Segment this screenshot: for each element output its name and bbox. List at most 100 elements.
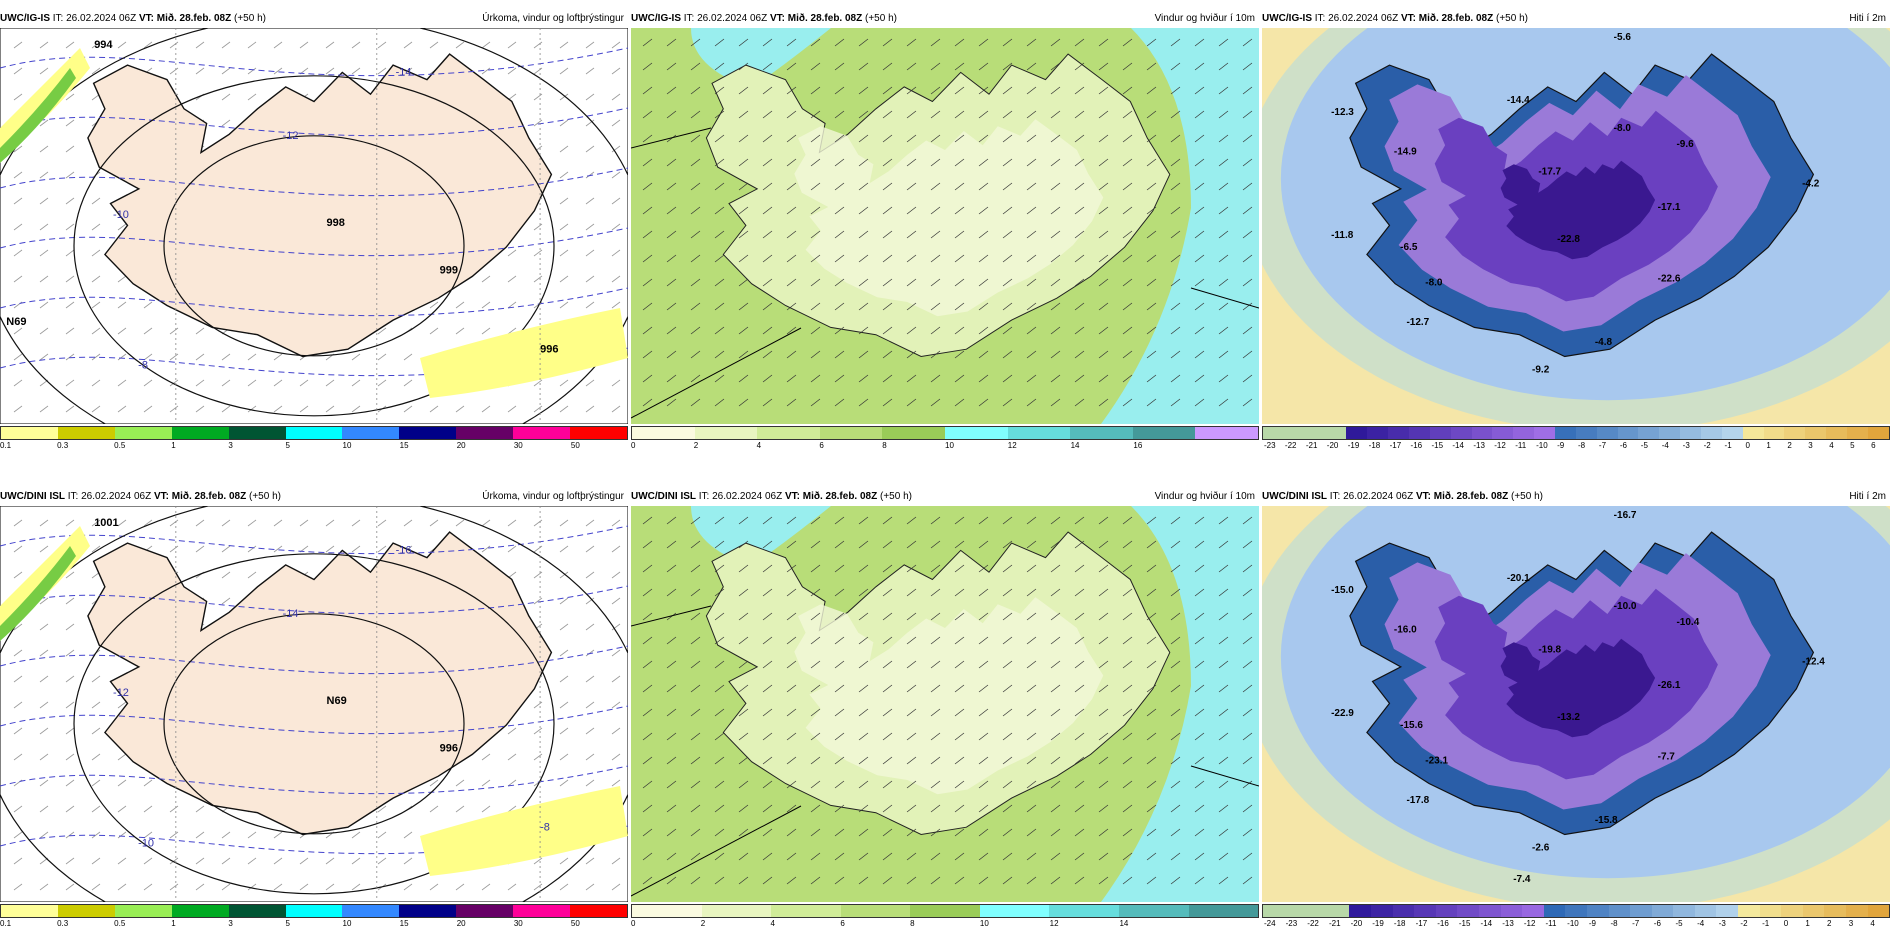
temp-label: -7.7 — [1658, 751, 1676, 762]
legend-tick-label: -19 — [1372, 919, 1384, 928]
legend-swatch — [1263, 427, 1284, 439]
legend-swatch — [1388, 427, 1410, 439]
legend-tick-label: -12 — [1494, 441, 1506, 450]
legend-swatch — [632, 427, 695, 439]
legend-tick-label: 1 — [1766, 441, 1771, 450]
panel-header: UWC/IG-IS IT: 26.02.2024 06Z VT: Mið. 28… — [0, 12, 628, 26]
legend-tick-label: 3 — [228, 919, 233, 928]
valid-time: VT: Mið. 28.feb. 08Z — [1415, 491, 1509, 502]
legend-tick-label: 20 — [456, 441, 466, 450]
legend-swatch — [1492, 427, 1514, 439]
legend-swatch — [513, 905, 571, 917]
legend-swatch — [1435, 905, 1458, 917]
legend-tick-label: 20 — [456, 919, 466, 928]
legend-tick-label: -16 — [1437, 919, 1449, 928]
forecast-offset: (+50 h) — [1511, 491, 1543, 502]
init-time: IT: 26.02.2024 06Z — [52, 13, 137, 24]
temp-label: -13.2 — [1557, 712, 1580, 723]
legend-tick-label: -3 — [1682, 441, 1690, 450]
model-name: UWC/DINI ISL — [631, 491, 696, 502]
map-label: -10 — [138, 838, 154, 850]
legend-swatch — [228, 427, 286, 439]
legend-swatch — [1284, 905, 1307, 917]
legend-tick-label: 4 — [770, 919, 775, 928]
temp-label: -19.8 — [1538, 645, 1561, 656]
legend-tick-label: 30 — [513, 441, 523, 450]
legend-swatch — [840, 905, 911, 917]
legend-tick-label: 6 — [819, 441, 824, 450]
map-label: 1001 — [94, 517, 118, 529]
legend-swatch — [1555, 427, 1576, 439]
legend-bar — [631, 904, 1259, 918]
legend-tick-label: -17 — [1415, 919, 1428, 928]
panel-title: Hiti í 2m — [1849, 13, 1886, 24]
legend-swatch — [1596, 427, 1618, 439]
map-label: -12 — [113, 687, 129, 699]
legend-swatch — [1826, 427, 1848, 439]
temp-label: -4.8 — [1595, 337, 1613, 348]
legend-swatch — [701, 905, 772, 917]
legend-bar — [631, 426, 1259, 440]
legend-tick-label: -10 — [1567, 919, 1579, 928]
legend-swatch — [456, 905, 514, 917]
legend-tick-label: 50 — [570, 919, 580, 928]
panel-header: UWC/IG-IS IT: 26.02.2024 06Z VT: Mið. 28… — [631, 12, 1259, 26]
map-area: 994 999 -10 -12 -14 -8 996 998 N69 — [0, 28, 628, 424]
legend-tick-label: 6 — [1871, 441, 1876, 450]
legend-swatch — [57, 905, 115, 917]
legend-swatch — [1304, 427, 1326, 439]
legend-tick-label: -8 — [1578, 441, 1586, 450]
legend-bar — [0, 426, 628, 440]
map-label: -12 — [283, 130, 299, 142]
valid-time: VT: Mið. 28.feb. 08Z — [769, 13, 863, 24]
temp-label: -22.9 — [1331, 708, 1354, 719]
legend-tick-label: 0.5 — [114, 919, 126, 928]
temp-label: -15.6 — [1400, 720, 1423, 731]
temp-label: -8.0 — [1614, 123, 1632, 134]
legend-swatch — [1327, 905, 1350, 917]
legend-tick-label: 10 — [342, 441, 352, 450]
legend-tick-label: 3 — [1848, 919, 1854, 928]
legend-tick-label: 15 — [399, 441, 409, 450]
legend-tick-label: 14 — [1119, 919, 1129, 928]
legend-swatch — [570, 427, 627, 439]
legend-swatch — [1784, 427, 1806, 439]
legend-tick-label: 0.3 — [57, 919, 69, 928]
panel-title: Vindur og hviður í 10m — [1154, 491, 1255, 502]
map-label: 999 — [440, 265, 458, 277]
legend-swatch — [1392, 905, 1415, 917]
legend-tick-label: 8 — [910, 919, 915, 928]
valid-time: VT: Mið. 28.feb. 08Z — [784, 491, 878, 502]
legend-swatch — [694, 427, 758, 439]
temp-label: -14.4 — [1507, 95, 1530, 106]
temp-label: -20.1 — [1507, 573, 1530, 584]
legend-ticks: 0 2 4 6 8 10 12 14 — [631, 919, 1259, 930]
temp-label: -22.8 — [1557, 234, 1580, 245]
map-label: -14 — [396, 67, 412, 79]
legend-swatch — [1478, 905, 1501, 917]
legend-swatch — [1195, 427, 1258, 439]
legend-tick-label: -22 — [1307, 919, 1319, 928]
legend-tick-label: 0.1 — [0, 919, 12, 928]
legend-swatch — [771, 905, 841, 917]
map-svg: 994 999 -10 -12 -14 -8 996 998 N69 — [0, 28, 628, 424]
legend-tick-label: 5 — [1850, 441, 1855, 450]
temp-label: -14.9 — [1394, 147, 1417, 158]
model-name: UWC/DINI ISL — [0, 491, 65, 502]
legend-tick-label: 1 — [171, 919, 176, 928]
panel-title: Úrkoma, vindur og loftþrýstingur — [482, 491, 624, 502]
legend-swatch — [1680, 427, 1702, 439]
forecast-offset: (+50 h) — [1496, 13, 1528, 24]
panel-header: UWC/DINI ISL IT: 26.02.2024 06Z VT: Mið.… — [631, 490, 1259, 504]
temp-label: -22.6 — [1658, 273, 1681, 284]
map-label: -10 — [113, 209, 129, 221]
color-legend: 0 2 4 6 8 10 12 14 — [631, 904, 1259, 930]
temp-label: -15.0 — [1331, 585, 1354, 596]
panel-header: UWC/IG-IS IT: 26.02.2024 06Z VT: Mið. 28… — [1262, 12, 1890, 26]
temp-label: -26.1 — [1658, 680, 1681, 691]
legend-swatch — [1513, 427, 1535, 439]
legend-swatch — [342, 905, 400, 917]
legend-tick-label: -13 — [1473, 441, 1485, 450]
legend-swatch — [399, 427, 457, 439]
legend-swatch — [1367, 427, 1389, 439]
